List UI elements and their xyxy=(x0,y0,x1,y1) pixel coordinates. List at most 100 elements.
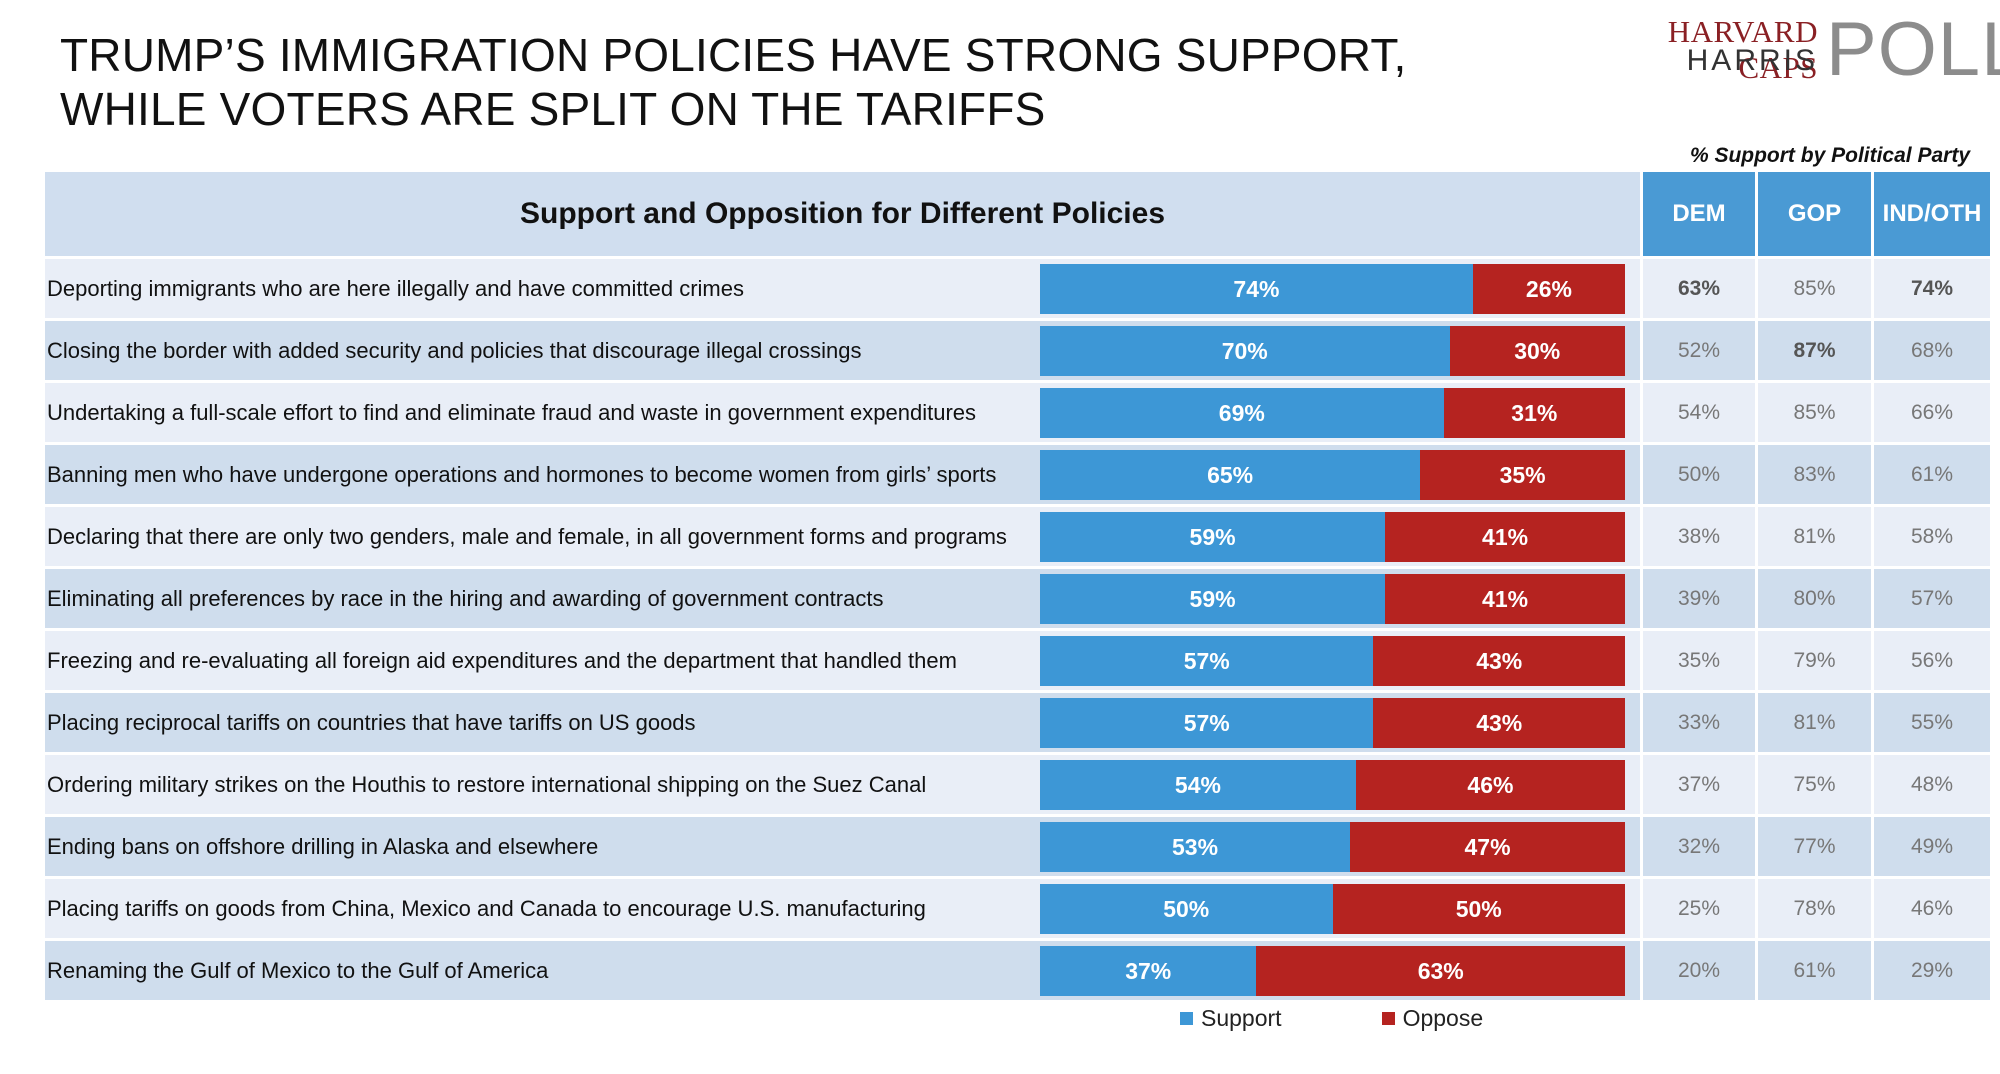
logo-line-3: POLL xyxy=(1826,7,2000,92)
logo-line-1: HARVARD CAPS xyxy=(1667,14,1818,85)
party-value-cell: 85% xyxy=(1758,383,1874,445)
chart-title: Support and Opposition for Different Pol… xyxy=(45,172,1640,259)
oppose-bar: 43% xyxy=(1373,636,1625,686)
party-value-cell: 83% xyxy=(1758,445,1874,507)
oppose-bar: 47% xyxy=(1350,822,1625,872)
policy-label: Placing tariffs on goods from China, Mex… xyxy=(47,896,926,921)
party-column-header: GOP xyxy=(1758,172,1874,256)
party-value-cell: 78% xyxy=(1758,879,1874,941)
support-bar: 74% xyxy=(1040,264,1473,314)
oppose-bar: 41% xyxy=(1385,512,1625,562)
policy-label: Closing the border with added security a… xyxy=(47,338,862,363)
party-value-cell: 48% xyxy=(1874,755,1993,817)
party-column-header: IND/OTH xyxy=(1874,172,1993,256)
support-bar: 53% xyxy=(1040,822,1351,872)
party-value-cell: 81% xyxy=(1758,507,1874,569)
party-value-cell: 33% xyxy=(1643,693,1758,755)
table-row: Freezing and re-evaluating all foreign a… xyxy=(45,631,1640,693)
oppose-bar: 46% xyxy=(1355,760,1625,810)
oppose-bar: 43% xyxy=(1373,698,1625,748)
party-caption: % Support by Political Party xyxy=(1689,144,1970,167)
legend-swatch xyxy=(1180,1012,1193,1025)
policy-label: Renaming the Gulf of Mexico to the Gulf … xyxy=(47,958,549,983)
party-value-cell: 57% xyxy=(1874,569,1993,631)
oppose-bar: 31% xyxy=(1443,388,1625,438)
party-value-cell: 61% xyxy=(1758,941,1874,1003)
party-value-cell: 56% xyxy=(1874,631,1993,693)
table-row: Banning men who have undergone operation… xyxy=(45,445,1640,507)
oppose-bar: 35% xyxy=(1420,450,1625,500)
party-value-cell: 85% xyxy=(1758,259,1874,321)
table-row: Placing reciprocal tariffs on countries … xyxy=(45,693,1640,755)
chart-legend: Support Oppose xyxy=(1180,1005,1583,1032)
oppose-bar: 41% xyxy=(1385,574,1625,624)
oppose-bar: 50% xyxy=(1332,884,1625,934)
party-value-cell: 29% xyxy=(1874,941,1993,1003)
support-bar: 54% xyxy=(1040,760,1356,810)
legend-swatch xyxy=(1381,1012,1395,1025)
party-value-cell: 52% xyxy=(1643,321,1758,383)
party-value-cell: 61% xyxy=(1874,445,1993,507)
harvard-caps-harris-poll-logo: HARVARD CAPS HARRIS POLL xyxy=(1590,7,2000,92)
party-value-cell: 80% xyxy=(1758,569,1874,631)
page-title: TRUMP’S IMMIGRATION POLICIES HAVE STRONG… xyxy=(60,29,1407,135)
logo-line-2: HARRIS xyxy=(1686,44,1818,77)
party-value-cell: 35% xyxy=(1643,631,1758,693)
oppose-bar: 30% xyxy=(1449,326,1625,376)
policy-label: Placing reciprocal tariffs on countries … xyxy=(47,710,696,735)
party-value-cell: 66% xyxy=(1874,383,1993,445)
party-value-cell: 75% xyxy=(1758,755,1874,817)
support-bar: 37% xyxy=(1040,946,1257,996)
party-value-cell: 49% xyxy=(1874,817,1993,879)
party-value-cell: 77% xyxy=(1758,817,1874,879)
table-row: Closing the border with added security a… xyxy=(45,321,1640,383)
oppose-bar: 26% xyxy=(1472,264,1625,314)
policy-label: Ordering military strikes on the Houthis… xyxy=(47,772,927,797)
party-value-cell: 25% xyxy=(1643,879,1758,941)
support-bar: 69% xyxy=(1040,388,1444,438)
policy-label: Freezing and re-evaluating all foreign a… xyxy=(47,648,957,673)
support-bar: 59% xyxy=(1040,574,1386,624)
table-row: Eliminating all preferences by race in t… xyxy=(45,569,1640,631)
policy-label: Ending bans on offshore drilling in Alas… xyxy=(47,834,599,859)
table-row: Placing tariffs on goods from China, Mex… xyxy=(45,879,1640,941)
table-row: Renaming the Gulf of Mexico to the Gulf … xyxy=(45,941,1640,1003)
party-value-cell: 87% xyxy=(1758,321,1874,383)
table-row: Declaring that there are only two gender… xyxy=(45,507,1640,569)
support-bar: 70% xyxy=(1040,326,1450,376)
party-value-cell: 32% xyxy=(1643,817,1758,879)
policy-label: Eliminating all preferences by race in t… xyxy=(47,586,884,611)
support-bar: 59% xyxy=(1040,512,1386,562)
table-row: Undertaking a full-scale effort to find … xyxy=(45,383,1640,445)
policy-label: Deporting immigrants who are here illega… xyxy=(47,276,744,301)
oppose-bar: 63% xyxy=(1256,946,1625,996)
legend-label: Support xyxy=(1201,1005,1282,1031)
party-value-cell: 74% xyxy=(1874,259,1993,321)
table-row: Deporting immigrants who are here illega… xyxy=(45,259,1640,321)
party-value-cell: 68% xyxy=(1874,321,1993,383)
legend-label: Oppose xyxy=(1402,1005,1484,1031)
support-bar: 50% xyxy=(1040,884,1333,934)
party-value-cell: 81% xyxy=(1758,693,1874,755)
party-value-cell: 46% xyxy=(1874,879,1993,941)
policy-label: Undertaking a full-scale effort to find … xyxy=(47,400,977,425)
support-bar: 57% xyxy=(1040,636,1374,686)
policy-label: Declaring that there are only two gender… xyxy=(47,524,1007,549)
legend-item: Support xyxy=(1180,1005,1282,1032)
party-value-cell: 20% xyxy=(1643,941,1758,1003)
legend-item: Oppose xyxy=(1381,1005,1484,1032)
party-value-cell: 63% xyxy=(1643,259,1758,321)
party-value-cell: 54% xyxy=(1643,383,1758,445)
party-value-cell: 50% xyxy=(1643,445,1758,507)
table-row: Ending bans on offshore drilling in Alas… xyxy=(45,817,1640,879)
support-bar: 57% xyxy=(1040,698,1374,748)
party-value-cell: 37% xyxy=(1643,755,1758,817)
support-bar: 65% xyxy=(1040,450,1421,500)
party-column-header: DEM xyxy=(1643,172,1758,256)
party-value-cell: 38% xyxy=(1643,507,1758,569)
party-value-cell: 58% xyxy=(1874,507,1993,569)
party-value-cell: 55% xyxy=(1874,693,1993,755)
policy-label: Banning men who have undergone operation… xyxy=(47,462,997,487)
table-row: Ordering military strikes on the Houthis… xyxy=(45,755,1640,817)
party-value-cell: 79% xyxy=(1758,631,1874,693)
